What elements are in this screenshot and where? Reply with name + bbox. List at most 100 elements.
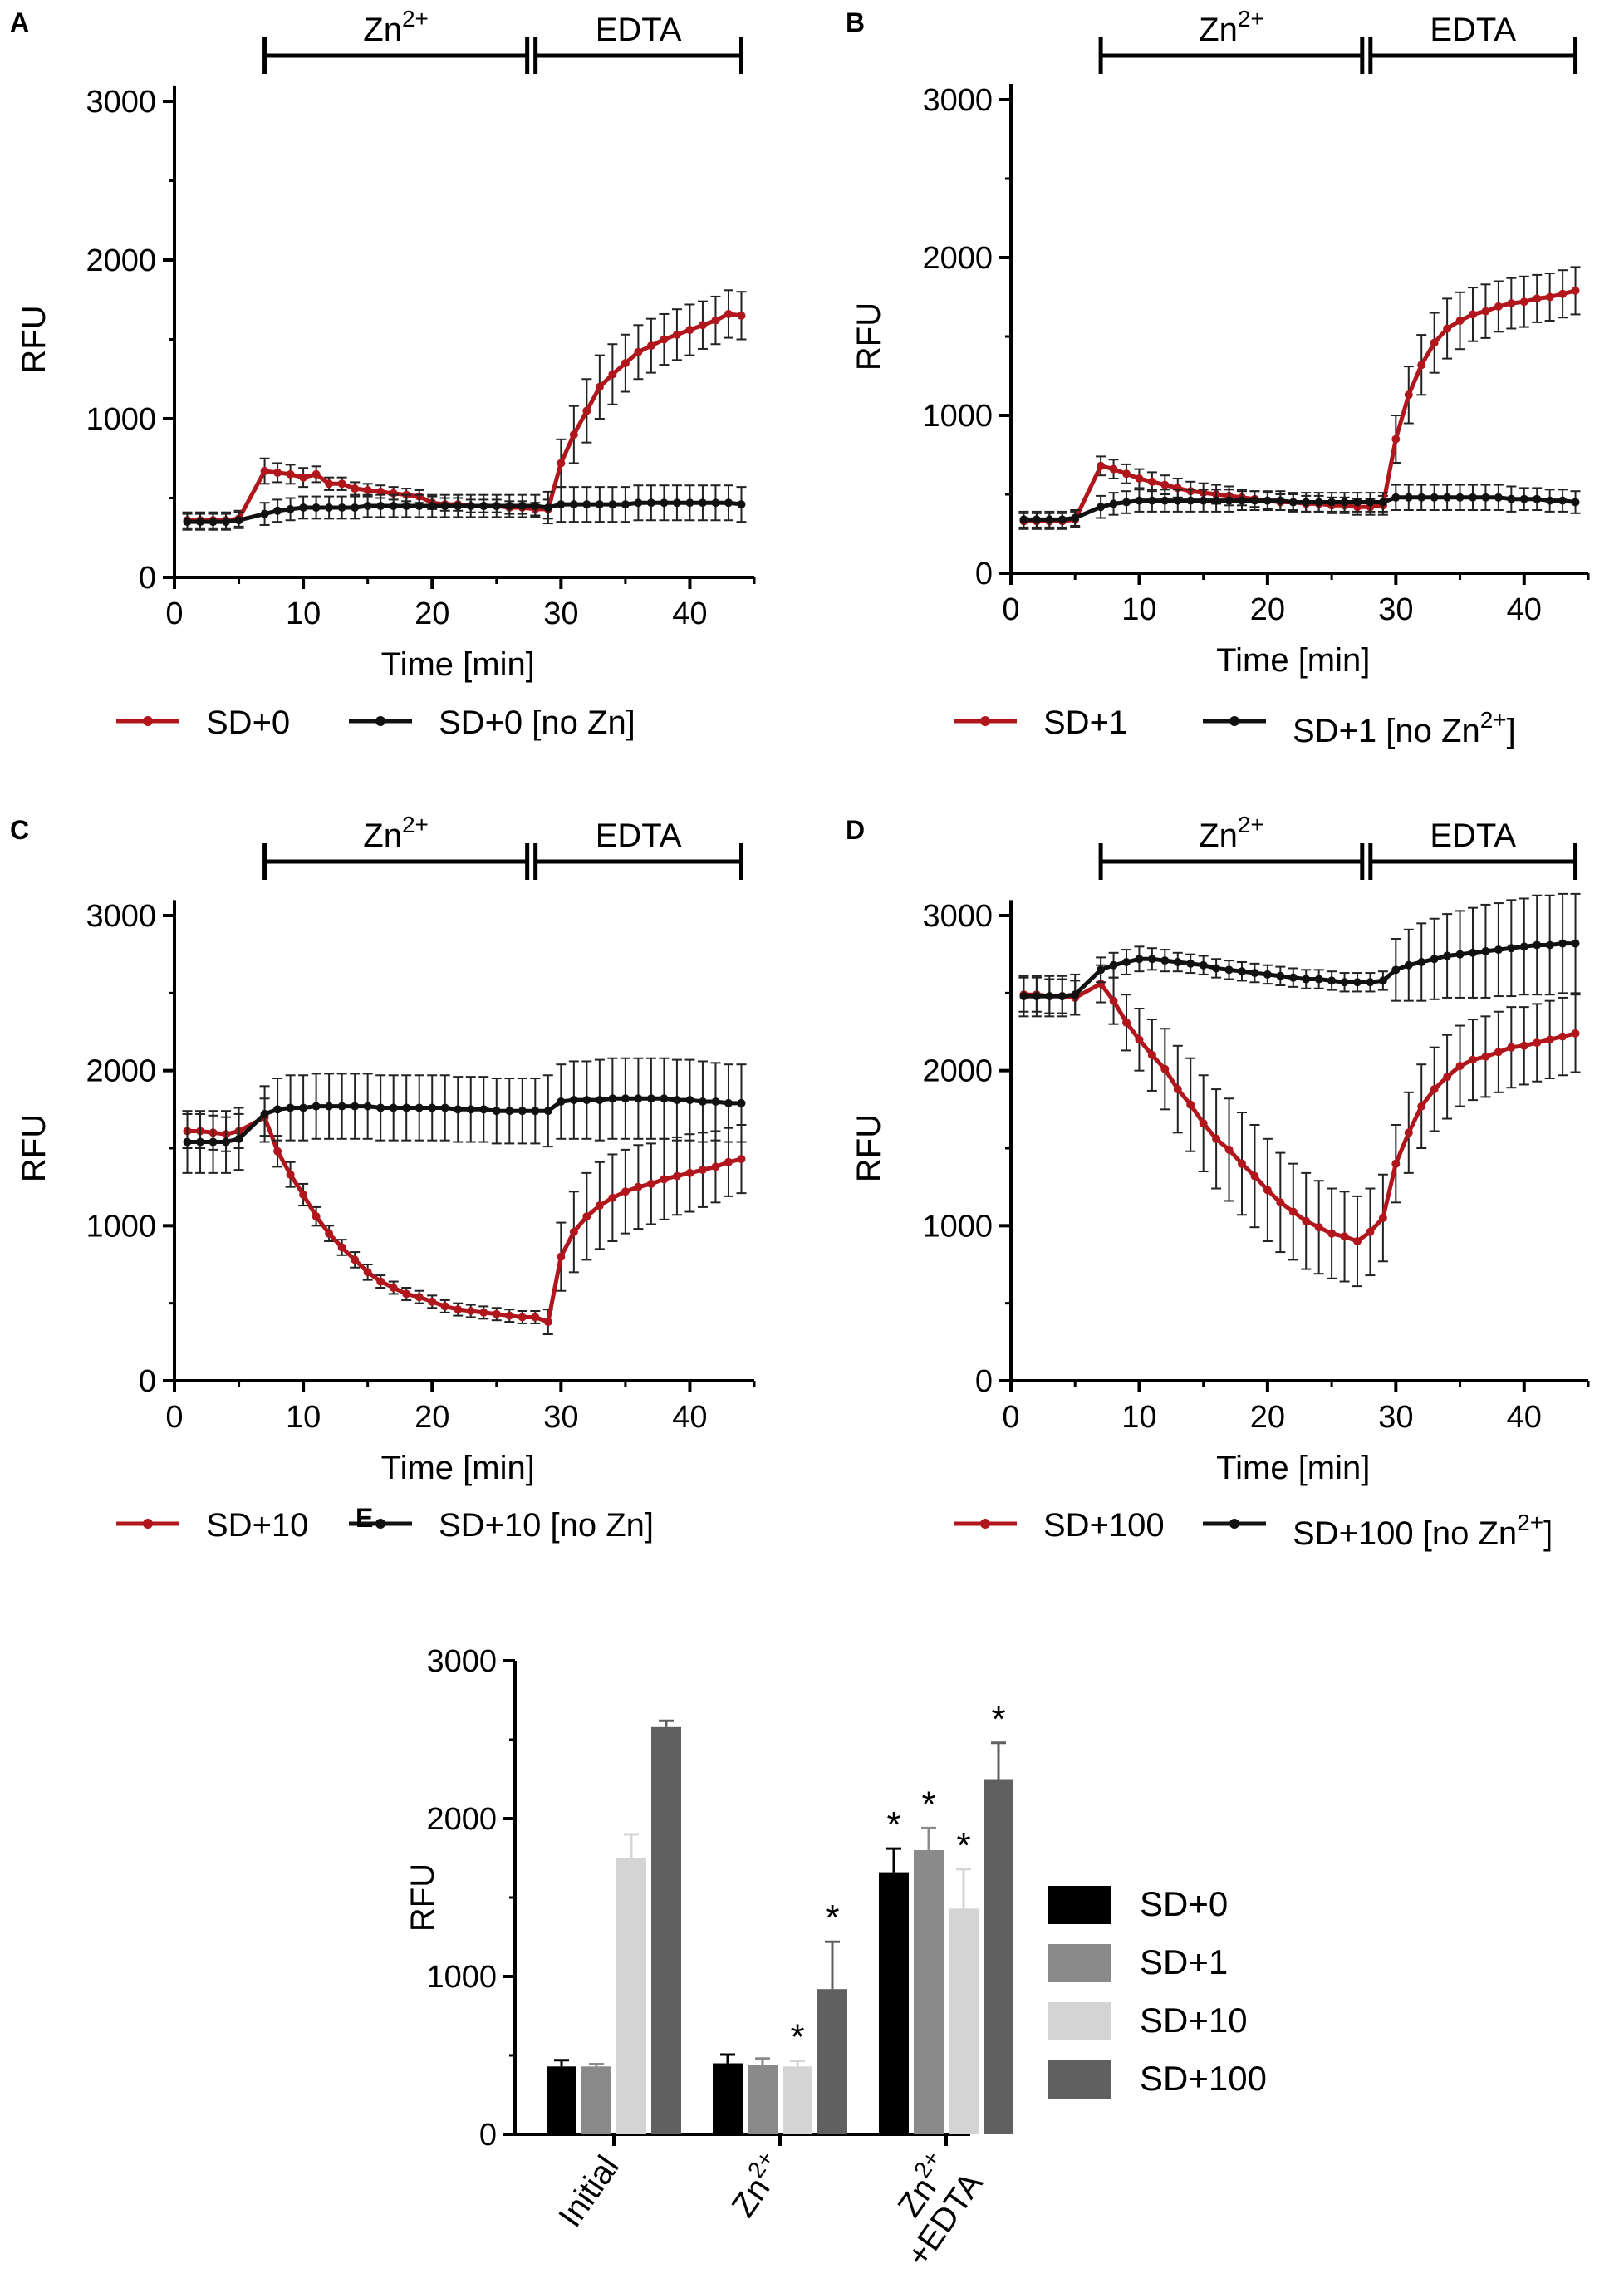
- x-tick-label: 20: [415, 597, 449, 631]
- data-point: [582, 1212, 591, 1221]
- bar: [713, 2063, 743, 2134]
- data-point: [1212, 964, 1221, 973]
- data-point: [660, 1094, 669, 1103]
- data-point: [1494, 945, 1503, 955]
- significance-marker: *: [886, 1804, 900, 1845]
- data-point: [1238, 496, 1246, 505]
- y-tick-label: 0: [975, 1364, 993, 1399]
- data-point: [1212, 1134, 1221, 1143]
- data-point: [1443, 493, 1452, 502]
- data-point: [1288, 973, 1298, 982]
- data-point: [1199, 960, 1208, 970]
- data-point: [724, 309, 733, 318]
- data-point: [428, 502, 437, 511]
- data-point: [389, 1284, 398, 1292]
- data-point: [543, 503, 552, 512]
- data-point: [1250, 969, 1259, 978]
- legend-label-sup: 2+: [1517, 1510, 1543, 1535]
- data-point: [1224, 1145, 1234, 1154]
- data-point: [440, 1103, 449, 1112]
- x-tick-label: 30: [543, 1400, 578, 1435]
- legend-swatch: [1048, 2060, 1111, 2099]
- data-point: [1160, 480, 1170, 489]
- data-point: [737, 311, 746, 320]
- data-point: [337, 479, 346, 489]
- legend-swatch-marker: [1229, 716, 1239, 726]
- treatment-label-base: Zn: [1199, 818, 1238, 854]
- data-point: [1481, 493, 1490, 502]
- data-point: [1558, 1032, 1568, 1041]
- bar: [651, 1726, 681, 2134]
- data-point: [1533, 494, 1542, 503]
- data-point: [1045, 992, 1054, 1001]
- data-point: [1545, 940, 1554, 950]
- legend-swatch: [1048, 2002, 1111, 2040]
- bar: [817, 1989, 847, 2134]
- data-point: [351, 503, 360, 512]
- legend-label: SD+1: [1140, 1942, 1228, 1981]
- data-point: [1507, 944, 1516, 953]
- data-point: [466, 502, 475, 511]
- data-point: [1430, 338, 1439, 347]
- data-point: [1288, 498, 1298, 507]
- data-point: [440, 502, 449, 511]
- data-point: [1147, 496, 1156, 505]
- series-line: [187, 500, 742, 524]
- data-point: [646, 498, 655, 508]
- data-point: [685, 1096, 694, 1105]
- data-point: [505, 502, 514, 511]
- data-point: [698, 1166, 707, 1175]
- data-point: [1430, 1085, 1439, 1094]
- y-axis-title: RFU: [405, 1863, 441, 1932]
- x-tick-label: 40: [672, 597, 707, 631]
- x-tick-label: 10: [286, 597, 321, 631]
- significance-marker: *: [921, 1784, 935, 1824]
- data-point: [1109, 499, 1118, 508]
- data-point: [711, 316, 720, 325]
- legend-swatch-marker: [375, 1519, 385, 1529]
- data-point: [440, 1302, 449, 1311]
- data-point: [557, 459, 566, 468]
- data-point: [1186, 1100, 1195, 1109]
- y-tick-label: 1000: [86, 1209, 156, 1244]
- y-tick-label: 0: [975, 557, 993, 592]
- data-point: [363, 1268, 372, 1277]
- data-point: [1160, 1064, 1170, 1073]
- data-point: [325, 1229, 334, 1238]
- x-tick-label: 20: [1250, 592, 1285, 627]
- data-point: [209, 518, 218, 527]
- data-point: [1057, 992, 1067, 1001]
- data-point: [711, 1162, 720, 1171]
- data-point: [1455, 950, 1465, 959]
- data-point: [234, 516, 243, 525]
- series-0: [182, 289, 747, 529]
- data-point: [312, 503, 321, 512]
- y-tick-label: 2000: [922, 241, 993, 276]
- data-point: [660, 335, 669, 344]
- data-point: [1558, 939, 1568, 948]
- panel-label-a: A: [10, 7, 29, 37]
- data-point: [1443, 951, 1452, 960]
- data-point: [608, 500, 617, 509]
- x-tick-label: 0: [165, 597, 183, 631]
- data-point: [1519, 297, 1528, 307]
- y-axis-title: RFU: [851, 1114, 887, 1182]
- data-point: [363, 502, 372, 511]
- data-point: [1545, 292, 1554, 302]
- data-point: [1455, 1062, 1465, 1071]
- legend-label-base: SD+1: [1043, 705, 1127, 741]
- y-axis-title: RFU: [851, 302, 887, 371]
- data-point: [1469, 310, 1477, 319]
- data-point: [1533, 1038, 1542, 1048]
- x-tick-label: 40: [1507, 592, 1542, 627]
- data-point: [479, 502, 488, 511]
- data-point: [273, 1146, 282, 1156]
- panel-label-d: D: [846, 815, 865, 845]
- data-point: [634, 1182, 643, 1191]
- x-tick-label: 0: [165, 1400, 183, 1435]
- data-point: [1366, 498, 1375, 507]
- data-point: [1378, 498, 1387, 507]
- x-tick-label: 20: [415, 1400, 449, 1435]
- legend-label-base: SD+0: [206, 705, 290, 741]
